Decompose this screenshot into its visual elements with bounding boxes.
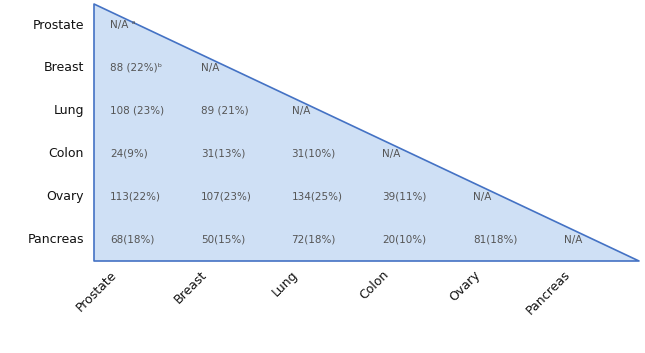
- Text: Pancreas: Pancreas: [27, 233, 84, 246]
- Text: N/A: N/A: [292, 106, 310, 116]
- Text: 107(23%): 107(23%): [201, 192, 252, 202]
- Text: Lung: Lung: [54, 104, 84, 118]
- Text: 39(11%): 39(11%): [382, 192, 427, 202]
- Text: 108 (23%): 108 (23%): [110, 106, 164, 116]
- Text: Breast: Breast: [43, 61, 84, 74]
- Text: Ovary: Ovary: [46, 190, 84, 203]
- Text: N/A: N/A: [201, 63, 219, 73]
- Text: N/A: N/A: [564, 235, 582, 245]
- Text: N/A: N/A: [382, 149, 401, 159]
- Text: 89 (21%): 89 (21%): [201, 106, 248, 116]
- Text: 24(9%): 24(9%): [110, 149, 148, 159]
- Text: Colon: Colon: [357, 268, 392, 303]
- Text: Colon: Colon: [48, 147, 84, 160]
- Text: 134(25%): 134(25%): [292, 192, 342, 202]
- Text: Ovary: Ovary: [447, 268, 482, 304]
- Text: 50(15%): 50(15%): [201, 235, 245, 245]
- Text: Breast: Breast: [172, 268, 210, 306]
- Text: 88 (22%)ᵇ: 88 (22%)ᵇ: [110, 63, 162, 73]
- Text: N/A ᵃ: N/A ᵃ: [110, 20, 135, 30]
- Text: Lung: Lung: [270, 268, 301, 299]
- Text: N/A: N/A: [473, 192, 491, 202]
- Text: 31(13%): 31(13%): [201, 149, 245, 159]
- Text: 113(22%): 113(22%): [110, 192, 161, 202]
- Text: Pancreas: Pancreas: [524, 268, 573, 317]
- Text: 31(10%): 31(10%): [292, 149, 336, 159]
- Text: Prostate: Prostate: [32, 18, 84, 31]
- Text: Prostate: Prostate: [74, 268, 119, 314]
- Text: 72(18%): 72(18%): [292, 235, 336, 245]
- Text: 81(18%): 81(18%): [473, 235, 517, 245]
- Text: 20(10%): 20(10%): [382, 235, 426, 245]
- Text: 68(18%): 68(18%): [110, 235, 154, 245]
